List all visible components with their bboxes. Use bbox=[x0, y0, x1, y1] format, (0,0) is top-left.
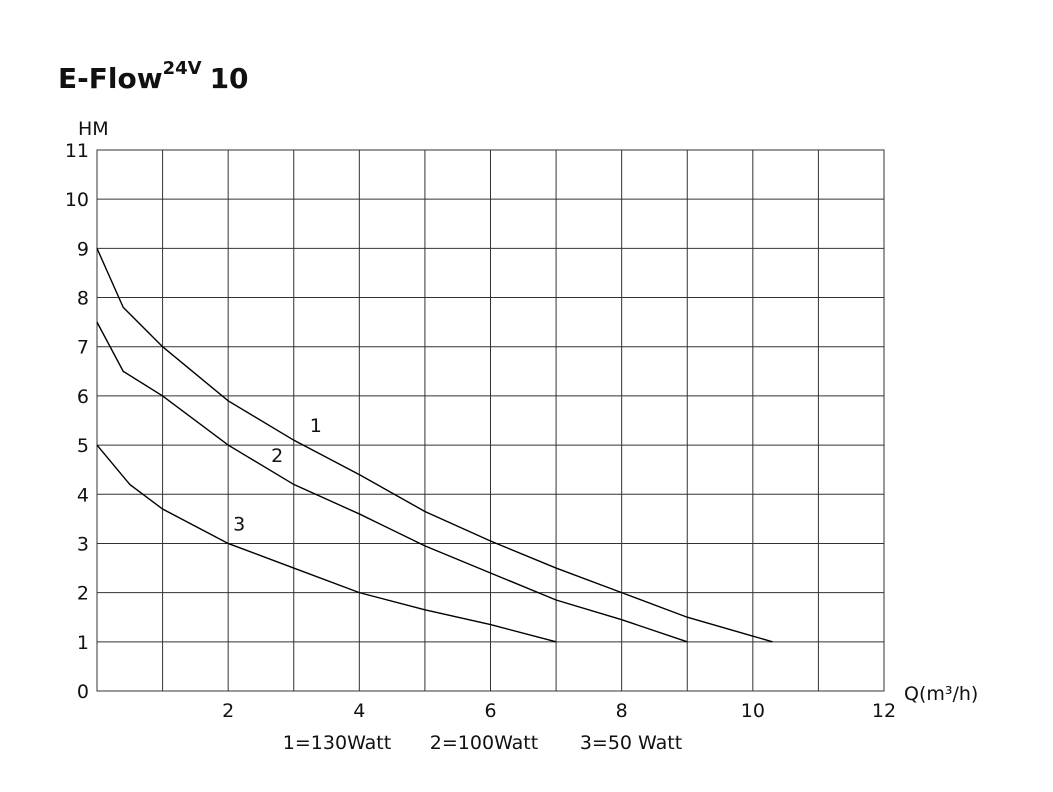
y-tick-label: 4 bbox=[77, 484, 89, 506]
y-tick-label: 8 bbox=[77, 288, 89, 310]
curve-label: 3 bbox=[233, 513, 245, 535]
x-tick-label: 2 bbox=[222, 700, 234, 722]
y-tick-label: 1 bbox=[77, 632, 89, 654]
y-tick-label: 5 bbox=[77, 435, 89, 457]
y-tick-label: 7 bbox=[77, 337, 89, 359]
title-superscript: 24V bbox=[163, 58, 202, 79]
x-tick-label: 4 bbox=[353, 700, 365, 722]
y-tick-label: 3 bbox=[77, 533, 89, 555]
x-tick-label: 10 bbox=[741, 700, 765, 722]
legend-entry: 3=50 Watt bbox=[580, 732, 682, 754]
x-tick-label: 8 bbox=[616, 700, 628, 722]
curve bbox=[96, 321, 688, 643]
curve bbox=[96, 444, 557, 643]
y-tick-label: 11 bbox=[65, 140, 89, 162]
y-tick-label: 10 bbox=[65, 189, 89, 211]
legend-entry: 1=130Watt bbox=[283, 732, 391, 754]
curve bbox=[96, 248, 773, 643]
y-tick-label: 0 bbox=[77, 681, 89, 703]
chart-title: E-Flow24V 10 bbox=[58, 58, 249, 95]
y-tick-label: 9 bbox=[77, 238, 89, 260]
x-axis-label: Q(m³/h) bbox=[904, 683, 978, 705]
legend-entry: 2=100Watt bbox=[430, 732, 538, 754]
curve-label: 1 bbox=[310, 415, 322, 437]
x-tick-label: 6 bbox=[484, 700, 496, 722]
y-tick-label: 6 bbox=[77, 386, 89, 408]
title-main: E-Flow bbox=[58, 62, 163, 95]
y-axis-label: HM bbox=[78, 118, 109, 140]
y-tick-label: 2 bbox=[77, 583, 89, 605]
curve-label: 2 bbox=[271, 445, 283, 467]
title-suffix: 10 bbox=[210, 62, 249, 95]
x-tick-label: 12 bbox=[872, 700, 896, 722]
